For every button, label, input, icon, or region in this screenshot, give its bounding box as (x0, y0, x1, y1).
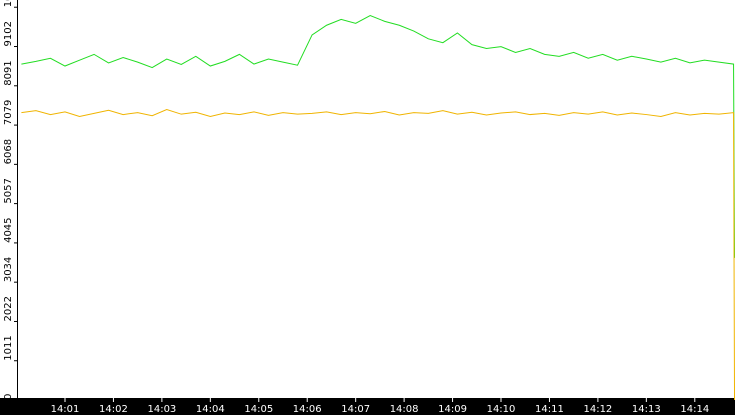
y-tick-label: 9102 (3, 21, 14, 46)
x-tick-label: 14:07 (341, 404, 370, 415)
y-tick-label: 7079 (3, 100, 14, 125)
series-line (21, 14, 735, 258)
y-tick-label: 6068 (3, 139, 14, 164)
x-tick-label: 14:02 (99, 404, 128, 415)
x-tick-label: 14:14 (680, 404, 709, 415)
x-tick-label: 14:04 (196, 404, 225, 415)
x-tick-label: 14:08 (390, 404, 419, 415)
x-tick-label: 14:01 (51, 404, 80, 415)
y-tick-label: 2022 (3, 296, 14, 321)
x-tick-label: 14:12 (583, 404, 612, 415)
x-tick-label: 14:09 (438, 404, 467, 415)
x-tick-label: 14:13 (632, 404, 661, 415)
x-tick-label: 14:06 (293, 404, 322, 415)
x-tick-label: 14:11 (535, 404, 564, 415)
y-tick-label: 4045 (3, 217, 14, 242)
y-tick-label: 5057 (3, 178, 14, 203)
series-line (21, 108, 735, 401)
y-tick-label: 10114 (3, 0, 14, 7)
x-tick-label: 14:05 (244, 404, 273, 415)
x-tick-label: 14:03 (147, 404, 176, 415)
y-tick-label: 8091 (3, 60, 14, 85)
x-tick-label: 14:10 (487, 404, 516, 415)
x-axis-bar (0, 398, 735, 415)
y-tick-label: 3034 (3, 257, 14, 282)
y-tick-label: 1011 (3, 335, 14, 360)
y-tick-label: 0 (3, 394, 14, 400)
